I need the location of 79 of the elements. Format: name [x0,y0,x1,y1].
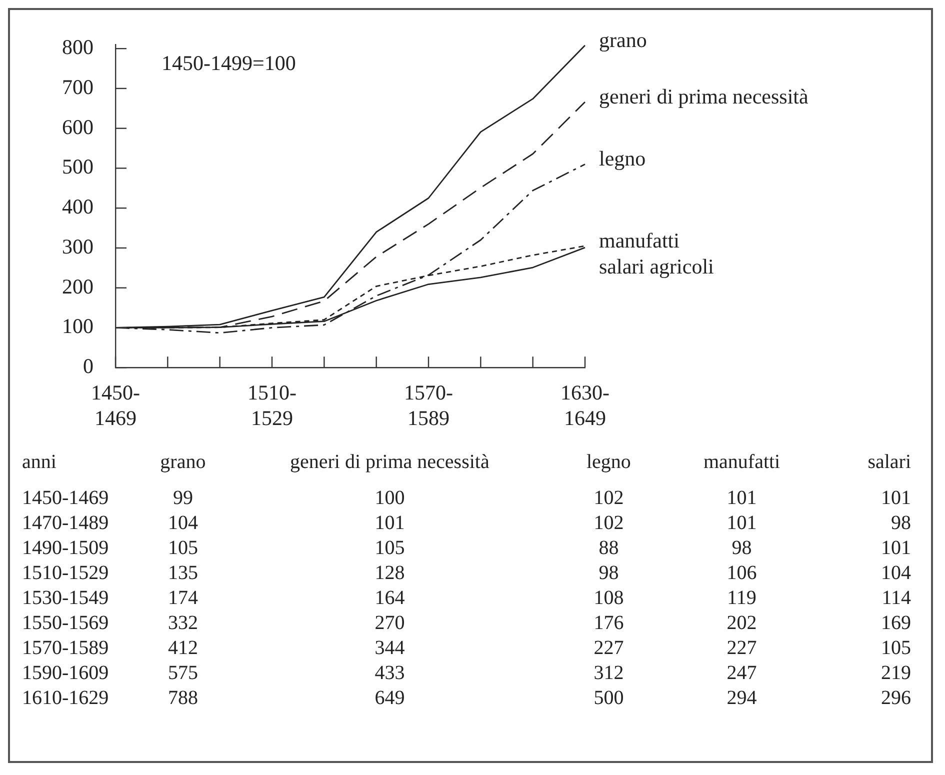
category-label: 1550-1569 [21,611,110,636]
data-label: 105 [880,636,912,661]
series-label: manufatti [599,228,680,252]
data-label: 174 [166,586,199,611]
data-label: 100 [374,486,406,511]
data-label: 114 [880,586,912,611]
text: salari [866,450,912,475]
data-label: 247 [726,661,758,686]
data-label: 102 [592,486,625,511]
category-label: 1470-1489 [21,511,110,536]
data-label: 106 [726,561,758,586]
annotation: 1450-1499=100 [162,51,296,76]
data-label: 649 [374,686,406,711]
category-label: 1590-1609 [21,661,110,686]
data-label: 176 [592,611,625,636]
text: anni [21,450,58,475]
data-label: 227 [592,636,625,661]
series-label: legno [599,146,646,171]
x-tick-label: 1630-1649 [560,380,610,430]
category-label: 1490-1509 [21,536,110,561]
y-tick-label: 500 [62,154,94,179]
y-tick-label: 600 [62,114,94,139]
y-tick-label: 700 [62,74,94,99]
data-label: 270 [374,611,406,636]
data-label: 164 [374,586,406,611]
data-label: 98 [890,511,912,536]
data-label: 119 [726,586,758,611]
text: grano [159,450,207,475]
y-tick-label: 400 [62,194,94,219]
series-label: grano [599,28,647,52]
data-label: 227 [726,636,758,661]
data-label: 433 [374,661,406,686]
data-label: 98 [598,561,620,586]
category-label: 1610-1629 [21,686,110,711]
data-label: 135 [166,561,199,586]
x-tick-label: 1450-1469 [91,380,140,430]
data-label: 219 [880,661,912,686]
y-tick-label: 100 [62,314,94,338]
data-label: 104 [166,511,199,536]
data-label: 101 [880,486,912,511]
data-label: 105 [166,536,199,561]
data-label: 500 [592,686,625,711]
data-label: 128 [374,561,406,586]
x-tick-label: 1510-1529 [248,380,296,430]
data-label: 101 [726,511,758,536]
category-label: 1450-1469 [21,486,110,511]
data-label: 332 [166,611,199,636]
data-label: 104 [880,561,912,586]
series-label: salari agricoli [599,254,714,278]
y-tick-label: 300 [62,234,94,258]
data-label: 98 [730,536,753,561]
data-label: 312 [592,661,625,686]
data-label: 169 [880,611,912,636]
data-label: 296 [880,686,912,711]
text: manufatti [702,450,782,475]
category-label: 1510-1529 [21,561,110,586]
data-label: 412 [166,636,199,661]
data-label: 88 [598,536,620,561]
data-label: 202 [726,611,758,636]
y-tick-label: 200 [62,274,94,298]
series-label: generi di prima necessità [599,84,810,109]
data-label: 101 [726,486,758,511]
y-tick-label: 0 [83,354,94,378]
data-label: 105 [374,536,406,561]
data-label: 102 [592,511,625,536]
data-label: 99 [172,486,194,511]
data-label: 101 [880,536,912,561]
text: legno [585,450,632,475]
data-label: 294 [726,686,758,711]
data-label: 575 [166,661,199,686]
category-label: 1530-1549 [21,586,110,611]
data-label: 108 [592,586,625,611]
text: generi di prima necessità [289,450,490,475]
category-label: 1570-1589 [21,636,110,661]
y-tick-label: 800 [62,35,94,60]
data-label: 344 [374,636,406,661]
data-label: 788 [166,686,199,711]
x-tick-label: 1570-1589 [404,380,453,430]
data-label: 101 [374,511,406,536]
